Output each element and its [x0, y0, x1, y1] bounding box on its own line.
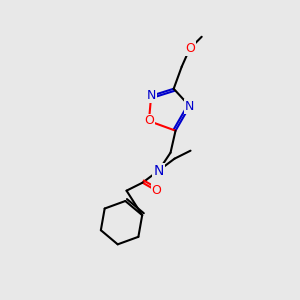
Text: O: O	[152, 184, 161, 197]
Text: O: O	[144, 115, 154, 128]
Text: N: N	[153, 164, 164, 178]
Text: N: N	[185, 100, 194, 113]
Text: O: O	[185, 42, 195, 55]
Text: N: N	[146, 89, 156, 102]
